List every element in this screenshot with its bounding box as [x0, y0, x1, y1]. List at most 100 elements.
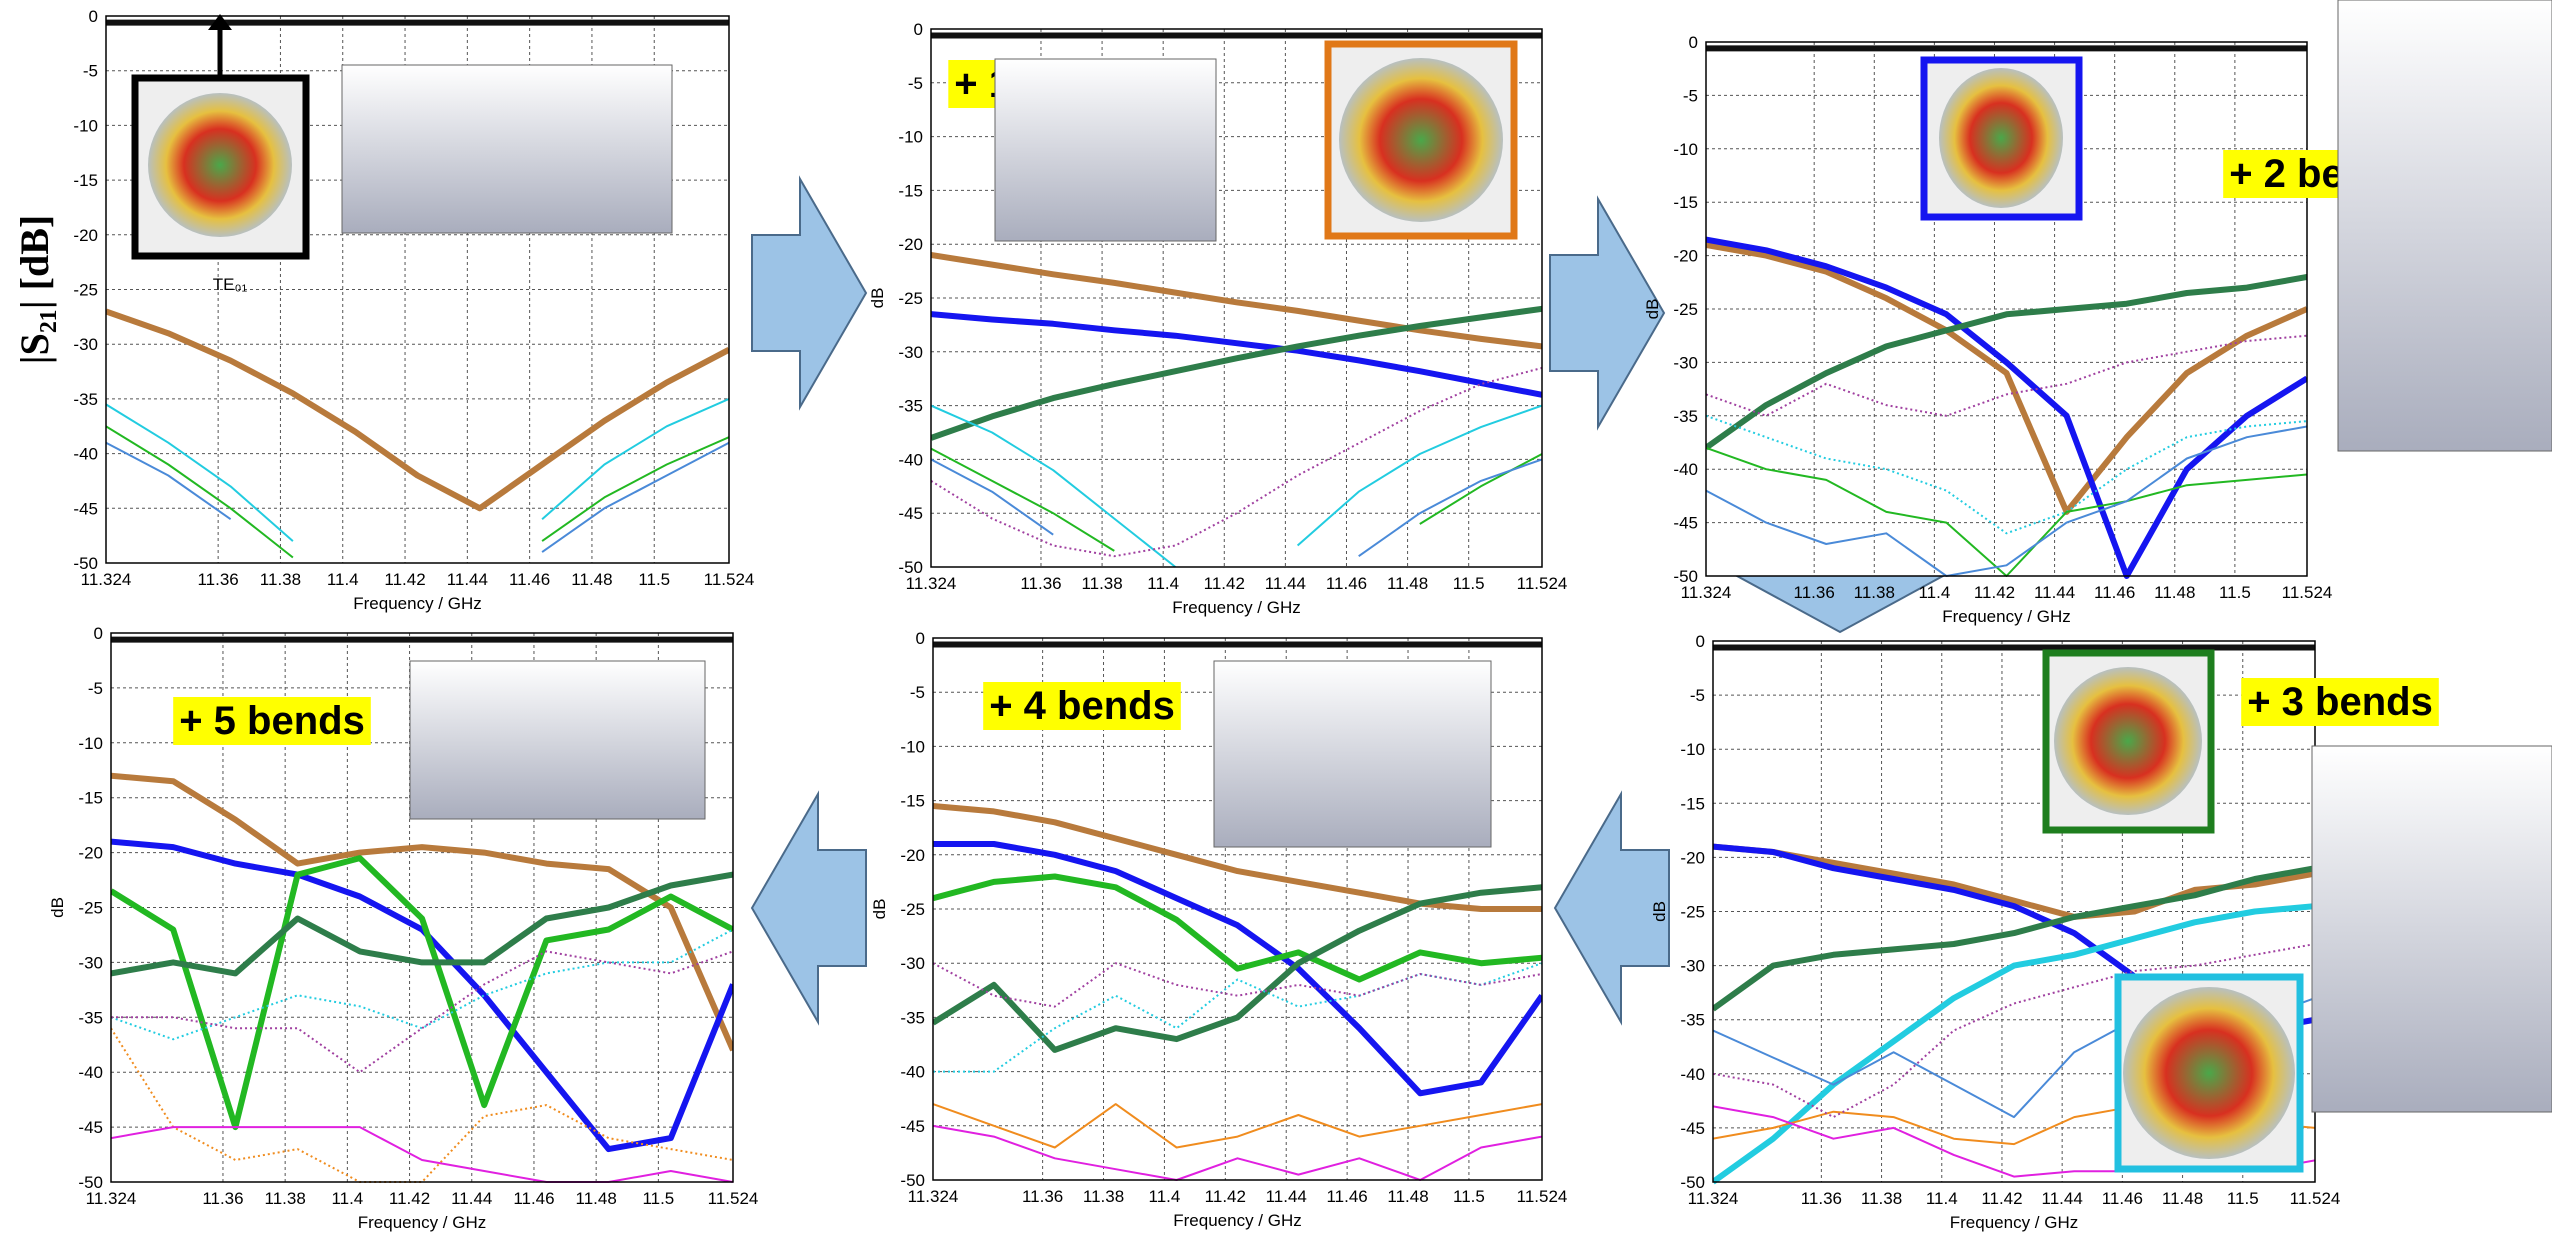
x-tick-label: 11.38: [1854, 583, 1895, 602]
x-tick-label: 11.44: [1266, 1187, 1307, 1206]
y-tick-label: 0: [89, 7, 98, 26]
x-tick-label: 11.324: [86, 1189, 137, 1208]
x-tick-label: 11.46: [1326, 574, 1367, 593]
x-tick-label: 11.324: [1681, 583, 1732, 602]
x-axis-label: Frequency / GHz: [353, 594, 482, 613]
y-tick-label: -25: [900, 900, 925, 919]
y-tick-label: -20: [1680, 848, 1705, 867]
y-tick-label: -40: [73, 445, 98, 464]
y-tick-label: -35: [1673, 407, 1698, 426]
y-tick-label: -30: [900, 954, 925, 973]
y-tick-label: 0: [916, 629, 925, 648]
y-tick-label: -25: [1673, 300, 1698, 319]
x-tick-label: 11.524: [2282, 583, 2333, 602]
x-tick-label: 11.4: [1926, 1189, 1958, 1208]
y-tick-label: -40: [78, 1063, 103, 1082]
y-tick-label: -35: [78, 1008, 103, 1027]
x-tick-label: 11.4: [1147, 574, 1179, 593]
y-tick-label: -15: [1673, 193, 1698, 212]
x-tick-label: 11.5: [1453, 1187, 1485, 1206]
x-axis-label: Frequency / GHz: [1173, 1211, 1302, 1230]
y-tick-label: -5: [88, 679, 103, 698]
figure: 0 -5 -10 -15 -20 -25 -30 -35 -40 -45 -5 0 11.324 11.3…: [0, 0, 2552, 1244]
x-tick-label: 11.36: [197, 570, 238, 589]
x-tick-label: 11.4: [1918, 583, 1950, 602]
x-tick-label: 11.38: [1861, 1189, 1902, 1208]
x-tick-label: 11.38: [1081, 574, 1122, 593]
y-axis-label: |S₂₁| [dB]: [12, 215, 57, 364]
y-tick-label: -30: [898, 343, 923, 362]
y-axis-label: dB: [1643, 299, 1662, 320]
y-tick-label: -40: [1680, 1065, 1705, 1084]
y-axis-label: dB: [1650, 901, 1669, 922]
mode-label: TE₀₁: [213, 275, 248, 294]
x-tick-label: 11.46: [2102, 1189, 2143, 1208]
x-tick-label: 11.5: [642, 1189, 674, 1208]
y-tick-label: -10: [900, 737, 925, 756]
y-axis-label: dB: [870, 899, 889, 920]
x-tick-label: 11.324: [908, 1187, 959, 1206]
x-tick-label: 11.46: [513, 1189, 554, 1208]
annotation: + 4 bends: [989, 684, 1175, 728]
x-tick-label: 11.48: [2154, 583, 2195, 602]
x-tick-label: 11.36: [1022, 1187, 1063, 1206]
x-tick-label: 11.36: [202, 1189, 243, 1208]
x-tick-label: 11.4: [327, 570, 359, 589]
y-axis-label: dB: [868, 288, 887, 309]
x-axis-label: Frequency / GHz: [1942, 607, 2071, 626]
y-tick-label: -5: [1683, 86, 1698, 105]
x-tick-label: 11.5: [638, 570, 670, 589]
y-tick-label: -20: [78, 844, 103, 863]
x-tick-label: 11.38: [260, 570, 301, 589]
x-tick-label: 11.5: [1453, 574, 1485, 593]
x-tick-label: 11.48: [576, 1189, 617, 1208]
y-tick-label: -15: [900, 792, 925, 811]
x-tick-label: 11.524: [2290, 1189, 2341, 1208]
x-tick-label: 11.44: [2042, 1189, 2083, 1208]
x-tick-label: 11.524: [708, 1189, 759, 1208]
x-tick-label: 11.524: [1517, 574, 1568, 593]
x-tick-label: 11.324: [81, 570, 132, 589]
x-tick-label: 11.324: [1688, 1189, 1739, 1208]
y-tick-label: -45: [900, 1117, 925, 1136]
x-tick-label: 11.42: [384, 570, 425, 589]
x-tick-label: 11.36: [1020, 574, 1061, 593]
y-tick-label: -35: [898, 397, 923, 416]
x-tick-label: 11.36: [1794, 583, 1835, 602]
y-tick-label: -15: [78, 789, 103, 808]
y-tick-label: -25: [898, 289, 923, 308]
y-tick-label: -15: [1680, 794, 1705, 813]
y-tick-label: -40: [1673, 460, 1698, 479]
y-tick-label: -20: [898, 235, 923, 254]
y-tick-label: -30: [1673, 353, 1698, 372]
y-tick-label: 0: [1689, 33, 1698, 52]
x-tick-label: 11.44: [1265, 574, 1306, 593]
y-tick-label: -35: [900, 1008, 925, 1027]
y-tick-label: -15: [898, 181, 923, 200]
y-tick-label: -5: [910, 683, 925, 702]
y-tick-label: -10: [1673, 140, 1698, 159]
x-tick-label: 11.48: [2162, 1189, 2203, 1208]
y-tick-label: 0: [914, 20, 923, 39]
y-tick-label: -5: [83, 62, 98, 81]
x-tick-label: 11.42: [1974, 583, 2015, 602]
y-tick-label: -10: [78, 734, 103, 753]
y-tick-label: -35: [73, 390, 98, 409]
y-tick-label: -10: [73, 116, 98, 135]
x-tick-label: 11.38: [265, 1189, 306, 1208]
y-tick-label: -45: [898, 504, 923, 523]
x-tick-label: 11.44: [2034, 583, 2075, 602]
y-tick-label: -5: [1690, 686, 1705, 705]
y-tick-label: -5: [908, 74, 923, 93]
x-tick-label: 11.48: [1387, 574, 1428, 593]
y-tick-label: 0: [94, 624, 103, 643]
y-tick-label: -25: [78, 899, 103, 918]
y-tick-label: -10: [1680, 740, 1705, 759]
x-tick-label: 11.48: [1387, 1187, 1428, 1206]
x-tick-label: 11.48: [571, 570, 612, 589]
y-tick-label: -10: [898, 128, 923, 147]
x-tick-label: 11.42: [1205, 1187, 1246, 1206]
y-tick-label: -25: [1680, 903, 1705, 922]
x-tick-label: 11.42: [389, 1189, 430, 1208]
y-tick-label: 0: [1696, 632, 1705, 651]
